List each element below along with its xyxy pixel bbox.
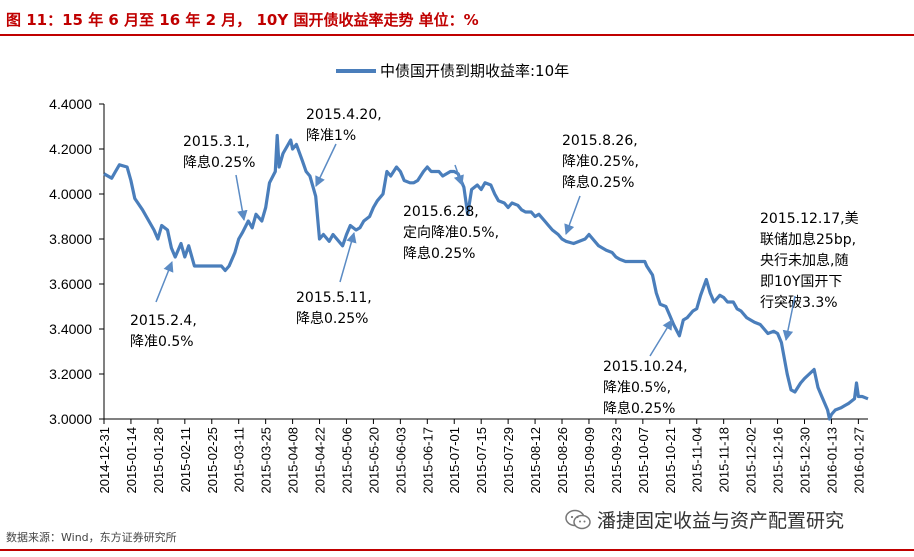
series-line xyxy=(103,133,869,421)
x-tick-label: 2015-02-25 xyxy=(205,427,220,494)
top-rule xyxy=(0,34,914,36)
x-tick-label: 2015-11-18 xyxy=(717,427,732,493)
x-tick-label: 2015-06-17 xyxy=(420,427,435,494)
x-tick-label: 2015-04-08 xyxy=(286,427,301,494)
x-tick-label: 2015-03-11 xyxy=(232,427,247,493)
annotation-text: 2015.8.26,降准0.25%,降息0.25% xyxy=(562,133,639,191)
annotation-text: 2015.12.17,美联储加息25bp,央行未加息,随即10Y国开下行突破3.… xyxy=(760,211,859,311)
watermark: 潘捷固定收益与资产配置研究 xyxy=(565,506,844,533)
annotation-text: 2015.4.20,降准1% xyxy=(306,107,382,144)
y-tick-label: 3.8000 xyxy=(49,231,92,247)
x-tick-label: 2015-01-28 xyxy=(151,427,166,494)
wechat-icon xyxy=(565,509,591,529)
x-tick-label: 2015-03-25 xyxy=(259,427,274,494)
annotation-arrow xyxy=(315,143,337,187)
x-tick-label: 2015-08-26 xyxy=(555,427,570,494)
x-tick-label: 2015-05-20 xyxy=(366,427,381,494)
x-tick-label: 2015-11-04 xyxy=(690,427,705,493)
annotation-arrow xyxy=(649,319,673,357)
x-tick-label: 2015-12-02 xyxy=(744,427,759,494)
y-tick-label: 3.4000 xyxy=(49,321,92,337)
x-tick-label: 2015-07-01 xyxy=(447,427,462,494)
y-tick-label: 3.2000 xyxy=(49,366,92,382)
annotation-arrow xyxy=(235,174,248,222)
y-tick-label: 4.4000 xyxy=(49,96,92,112)
annotation-text: 2015.5.11,降息0.25% xyxy=(296,290,372,327)
x-tick-label: 2015-07-29 xyxy=(501,427,516,494)
x-tick-label: 2015-07-15 xyxy=(474,427,489,494)
annotation-arrow xyxy=(339,231,357,283)
x-tick-label: 2016-01-13 xyxy=(824,427,839,494)
annotation-text: 2015.2.4,降准0.5% xyxy=(130,313,197,350)
bottom-rule xyxy=(0,549,914,551)
x-tick-label: 2015-09-23 xyxy=(609,427,624,494)
x-tick-label: 2015-06-03 xyxy=(393,427,408,494)
x-tick-label: 2015-10-21 xyxy=(663,427,678,494)
y-tick-label: 3.6000 xyxy=(49,276,92,292)
annotation-text: 2015.6.28,定向降准0.5%,降息0.25% xyxy=(403,204,499,262)
x-tick-label: 2015-04-22 xyxy=(313,427,328,494)
watermark-text: 潘捷固定收益与资产配置研究 xyxy=(597,510,845,532)
annotation-arrow xyxy=(564,195,581,235)
annotation-text: 2015.3.1,降息0.25% xyxy=(183,134,255,171)
y-tick-label: 4.2000 xyxy=(49,141,92,157)
x-tick-label: 2016-01-27 xyxy=(851,427,866,494)
x-tick-label: 2015-08-12 xyxy=(528,427,543,494)
y-tick-label: 3.0000 xyxy=(49,411,92,427)
annotation-text: 2015.10.24,降准0.5%,降息0.25% xyxy=(603,359,688,417)
x-tick-label: 2015-12-16 xyxy=(771,427,786,494)
source-note: 数据来源：Wind，东方证券研究所 xyxy=(6,531,177,544)
legend-label: 中债国开债到期收益率:10年 xyxy=(380,62,569,80)
y-tick-label: 4.0000 xyxy=(49,186,92,202)
annotation-arrow xyxy=(782,295,796,342)
annotation-arrow xyxy=(155,261,174,303)
x-tick-label: 2015-02-11 xyxy=(178,427,193,493)
annotation-arrow xyxy=(453,164,464,186)
x-tick-label: 2015-09-09 xyxy=(582,427,597,494)
figure-title: 图 11：15 年 6 月至 16 年 2 月， 10Y 国开债收益率走势 单位… xyxy=(6,11,479,29)
x-tick-label: 2014-12-31 xyxy=(97,427,112,494)
x-tick-label: 2015-10-07 xyxy=(636,427,651,494)
x-tick-label: 2015-12-30 xyxy=(797,427,812,494)
x-tick-label: 2015-01-14 xyxy=(124,427,139,494)
x-tick-label: 2015-05-06 xyxy=(339,427,354,494)
